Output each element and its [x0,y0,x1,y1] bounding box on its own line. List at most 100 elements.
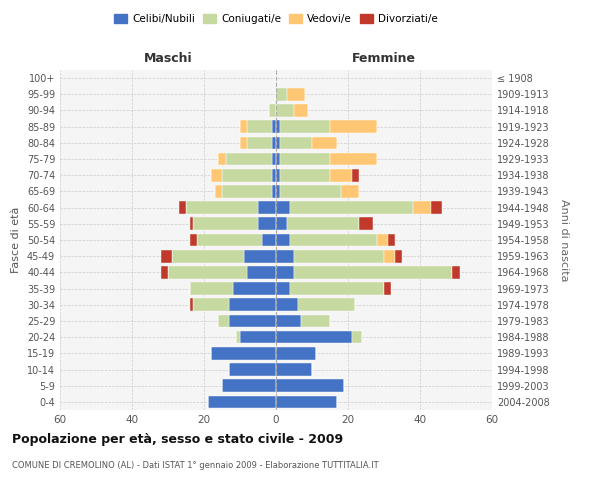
Bar [233,282,276,295]
Bar [190,282,233,295]
Bar [272,152,276,166]
Bar [377,234,388,246]
Bar [276,104,294,117]
Bar [193,298,229,311]
Bar [272,185,276,198]
Bar [290,202,413,214]
Bar [193,218,258,230]
Bar [352,331,362,344]
Bar [276,152,280,166]
Bar [276,234,290,246]
Bar [287,88,305,101]
Bar [226,152,272,166]
Bar [294,266,452,278]
Bar [276,363,312,376]
Bar [172,250,244,262]
Text: COMUNE DI CREMOLINO (AL) - Dati ISTAT 1° gennaio 2009 - Elaborazione TUTTITALIA.: COMUNE DI CREMOLINO (AL) - Dati ISTAT 1°… [12,460,379,469]
Bar [229,314,276,328]
Bar [190,298,193,311]
Bar [240,136,247,149]
Bar [215,185,222,198]
Bar [211,347,276,360]
Bar [395,250,402,262]
Bar [240,120,247,133]
Bar [276,298,298,311]
Text: Maschi: Maschi [143,52,193,65]
Bar [413,202,431,214]
Bar [276,185,280,198]
Bar [290,234,377,246]
Legend: Celibi/Nubili, Coniugati/e, Vedovi/e, Divorziati/e: Celibi/Nubili, Coniugati/e, Vedovi/e, Di… [110,10,442,29]
Bar [384,282,391,295]
Bar [247,120,272,133]
Bar [280,136,312,149]
Bar [290,282,384,295]
Bar [280,120,330,133]
Bar [276,88,287,101]
Bar [276,169,280,181]
Bar [276,250,294,262]
Bar [218,152,226,166]
Bar [218,314,229,328]
Bar [452,266,460,278]
Bar [276,202,290,214]
Bar [190,234,197,246]
Bar [161,250,172,262]
Y-axis label: Fasce di età: Fasce di età [11,207,21,273]
Bar [197,234,262,246]
Bar [352,169,359,181]
Bar [330,169,352,181]
Bar [179,202,186,214]
Bar [272,169,276,181]
Bar [431,202,442,214]
Bar [276,347,316,360]
Bar [359,218,373,230]
Bar [186,202,258,214]
Text: Popolazione per età, sesso e stato civile - 2009: Popolazione per età, sesso e stato civil… [12,432,343,446]
Bar [287,218,359,230]
Bar [190,218,193,230]
Bar [168,266,247,278]
Bar [211,169,222,181]
Bar [272,120,276,133]
Bar [262,234,276,246]
Bar [236,331,240,344]
Bar [222,185,272,198]
Bar [330,120,377,133]
Bar [222,380,276,392]
Bar [301,314,330,328]
Bar [276,136,280,149]
Bar [258,202,276,214]
Bar [276,331,352,344]
Bar [229,363,276,376]
Bar [312,136,337,149]
Bar [244,250,276,262]
Bar [240,331,276,344]
Bar [208,396,276,408]
Bar [280,185,341,198]
Bar [247,266,276,278]
Bar [276,120,280,133]
Bar [229,298,276,311]
Bar [276,396,337,408]
Bar [222,169,272,181]
Bar [276,314,301,328]
Bar [276,282,290,295]
Bar [276,266,294,278]
Y-axis label: Anni di nascita: Anni di nascita [559,198,569,281]
Bar [341,185,359,198]
Bar [161,266,168,278]
Bar [388,234,395,246]
Bar [280,169,330,181]
Bar [294,104,308,117]
Bar [272,136,276,149]
Bar [258,218,276,230]
Bar [269,104,276,117]
Bar [276,218,287,230]
Bar [280,152,330,166]
Bar [247,136,272,149]
Bar [294,250,384,262]
Bar [330,152,377,166]
Bar [298,298,355,311]
Bar [276,380,344,392]
